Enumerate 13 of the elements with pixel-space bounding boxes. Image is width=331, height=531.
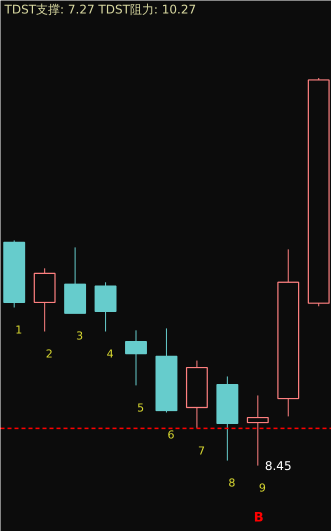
- x-tick-label: 2: [46, 348, 53, 361]
- x-tick-label: 6: [168, 428, 175, 442]
- text: B: [254, 510, 264, 526]
- x-tick-label: 7: [198, 444, 205, 458]
- x-tick-label: 3: [76, 329, 84, 342]
- x-tick-label: 8: [228, 476, 236, 490]
- candlestick: [125, 330, 147, 386]
- x-tick-label: 1: [15, 323, 22, 336]
- chart-title: TDST支撑: 7.27 TDST阻力: 10.27: [4, 2, 196, 16]
- annotation: 8.45: [264, 459, 292, 474]
- x-tick-label: 5: [137, 401, 144, 414]
- x-tick-label: 4: [106, 348, 114, 361]
- x-tick-label: 9: [258, 482, 266, 495]
